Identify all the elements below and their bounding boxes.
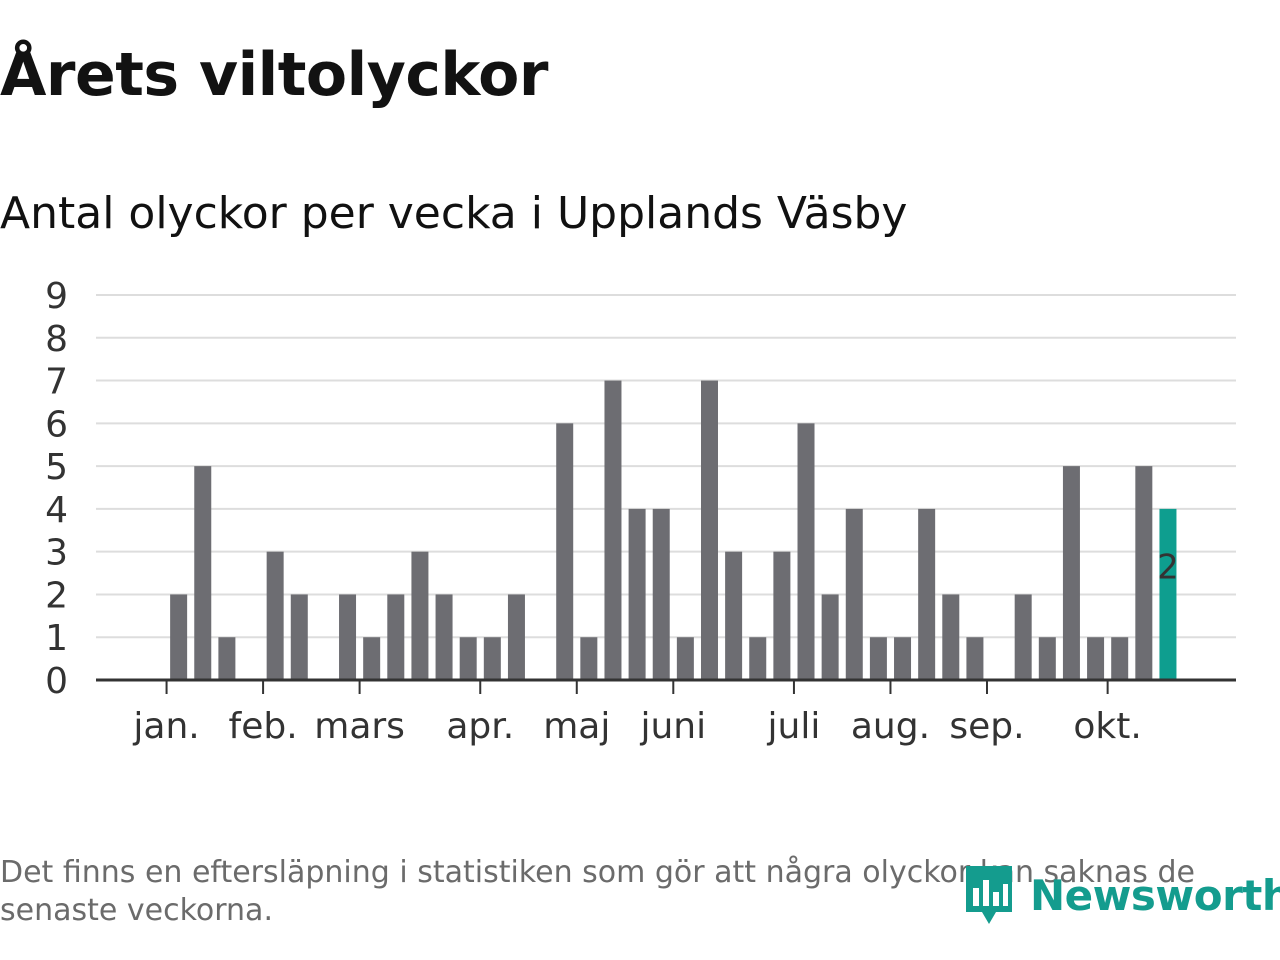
chart-title: Årets viltolyckor [0, 40, 549, 110]
bar [676, 637, 694, 680]
bar [556, 423, 574, 680]
x-tick-label: mars [314, 706, 405, 747]
x-tick-label: aug. [851, 706, 930, 747]
bar [194, 466, 212, 680]
bar [894, 637, 912, 680]
bar [1111, 637, 1129, 680]
bar [218, 637, 236, 680]
x-tick-label: juli [767, 706, 821, 747]
bar [1038, 637, 1056, 680]
bar [507, 594, 525, 680]
bar [170, 594, 188, 680]
bar [966, 637, 984, 680]
bar [435, 594, 453, 680]
brand-name: Newsworthy [1030, 870, 1280, 920]
bar [821, 594, 839, 680]
newsworthy-logo-icon [966, 866, 1012, 924]
bar [411, 551, 429, 680]
x-tick-label: maj [543, 706, 610, 747]
bar [749, 637, 767, 680]
bar [797, 423, 815, 680]
x-tick-label: sep. [949, 706, 1024, 747]
data-label-last: 2 [1157, 547, 1179, 587]
bar [942, 594, 960, 680]
bar [363, 637, 381, 680]
x-tick-label: okt. [1073, 706, 1141, 747]
bar [1014, 594, 1032, 680]
bar [773, 551, 791, 680]
bar [290, 594, 308, 680]
bar [604, 380, 622, 680]
bar-highlight [1159, 508, 1177, 680]
x-tick-label: jan. [132, 706, 199, 747]
bar [652, 508, 670, 680]
bar [845, 508, 863, 680]
y-tick-label: 5 [45, 447, 68, 488]
bar [1062, 466, 1080, 680]
bar [1135, 466, 1153, 680]
y-tick-label: 4 [45, 490, 68, 531]
brand-logo: Newsworthy [962, 860, 1280, 930]
bar [459, 637, 477, 680]
chart-subtitle: Antal olyckor per vecka i Upplands Väsby [0, 188, 908, 239]
y-tick-label: 2 [45, 575, 68, 616]
y-tick-label: 0 [45, 661, 68, 702]
y-tick-label: 7 [45, 362, 68, 403]
bar [1087, 637, 1105, 680]
y-tick-label: 1 [45, 618, 68, 659]
x-axis-ticks: jan. feb. mars apr. maj juni juli aug. sep. okt. [132, 680, 1142, 747]
y-tick-label: 3 [45, 533, 68, 574]
bar [725, 551, 743, 680]
bar [700, 380, 718, 680]
y-tick-label: 9 [45, 276, 68, 317]
bars [170, 380, 1177, 680]
x-tick-label: feb. [229, 706, 298, 747]
bar [628, 508, 646, 680]
x-tick-label: juni [639, 706, 706, 747]
bar [483, 637, 501, 680]
x-tick-label: apr. [446, 706, 514, 747]
y-tick-label: 6 [45, 404, 68, 445]
bar [918, 508, 936, 680]
bar [580, 637, 598, 680]
bar [387, 594, 405, 680]
bar [339, 594, 357, 680]
bar [266, 551, 284, 680]
data-labels: 2 [1157, 547, 1179, 587]
bar [869, 637, 887, 680]
gridlines [96, 294, 1236, 639]
y-tick-label: 8 [45, 319, 68, 360]
